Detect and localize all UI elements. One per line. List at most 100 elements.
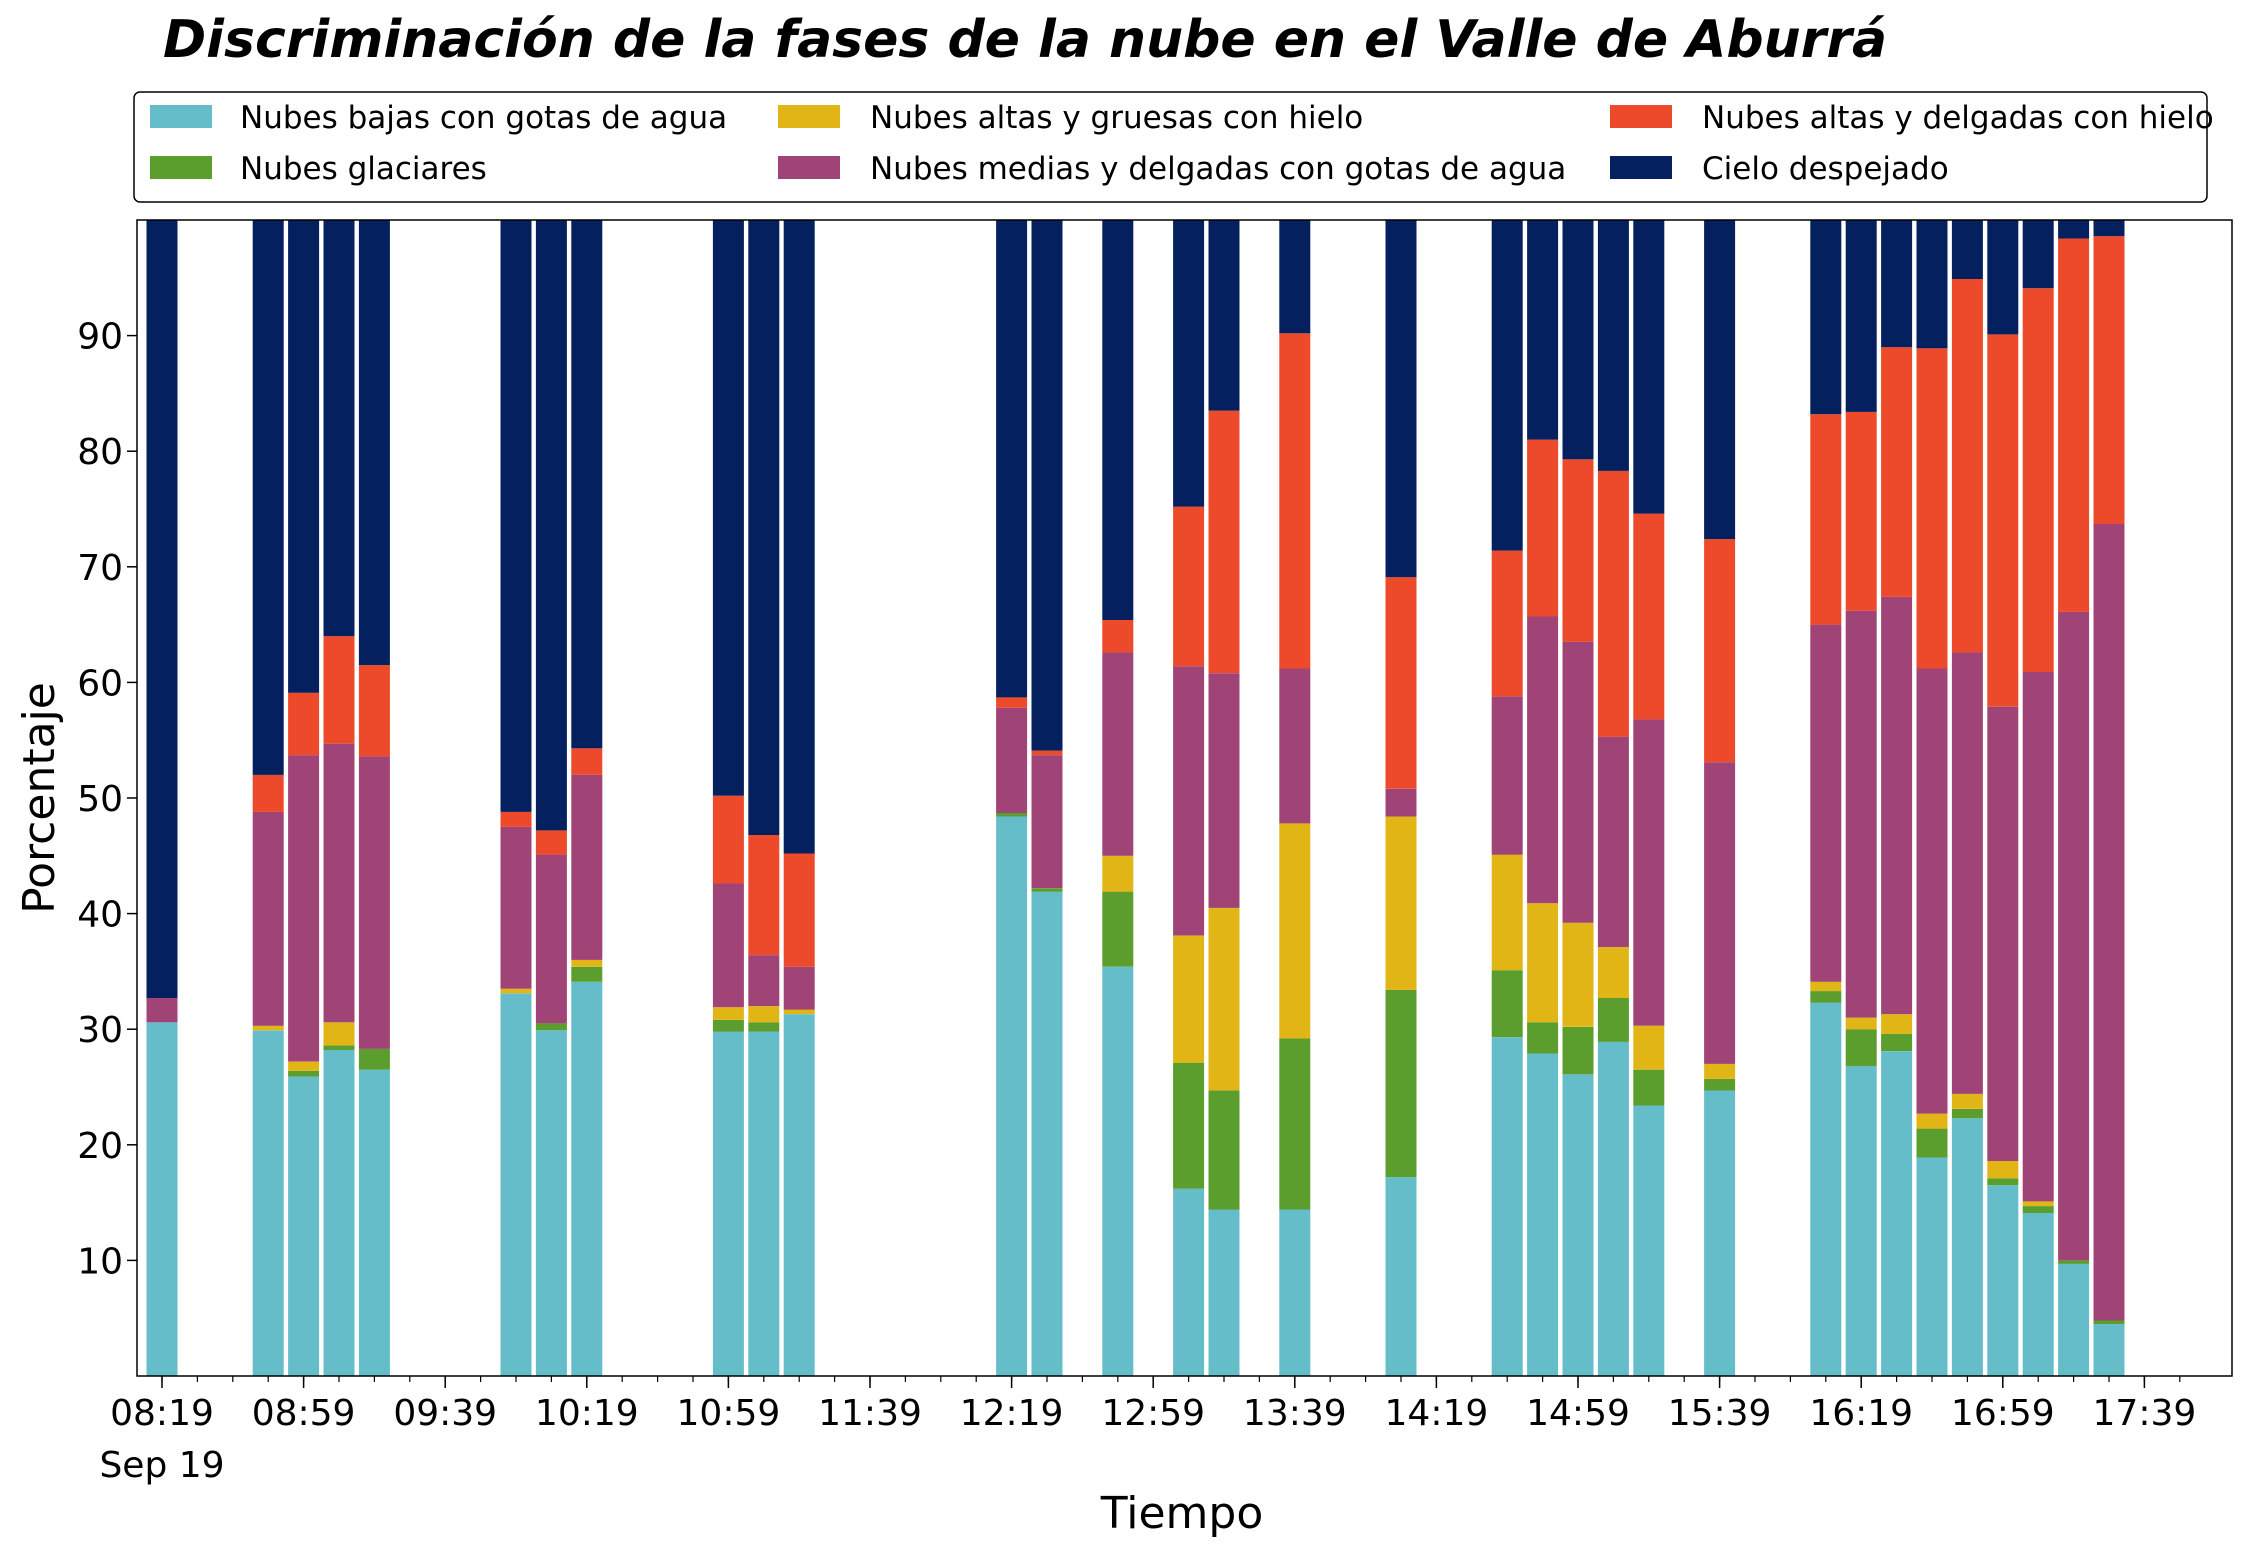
- bar-segment-s2-17: [1385, 816, 1417, 990]
- bar-segment-s3-22: [1633, 719, 1665, 1026]
- bar-segment-s3-25: [1845, 610, 1877, 1018]
- x-axis: 08:19 08:59 09:39 10:19 10:59 11:39 12:19 12:59…: [99, 1376, 2196, 1486]
- legend-swatch-4: [1610, 105, 1672, 128]
- bar-segment-s3-12: [1031, 755, 1063, 889]
- y-tick-label-4: 50: [77, 779, 123, 820]
- x-tick-label-1: 08:59: [252, 1393, 356, 1434]
- bar-segment-s1-14: [1173, 1062, 1205, 1189]
- bar-segment-s1-24: [1810, 991, 1842, 1003]
- bar-segment-s5-11: [996, 220, 1028, 698]
- bar-segment-s5-15: [1208, 220, 1240, 411]
- bar-segment-s3-23: [1704, 762, 1736, 1064]
- bar-segment-s0-18: [1491, 1037, 1523, 1376]
- bar-segment-s5-28: [1951, 220, 1983, 279]
- legend-item-1: Nubes glaciares: [150, 151, 487, 187]
- legend-item-4: Nubes altas y delgadas con hielo: [1610, 100, 2214, 136]
- bar-segment-s3-3: [323, 743, 355, 1023]
- bar-segment-s1-28: [1951, 1109, 1983, 1119]
- bar-segment-s0-24: [1810, 1002, 1842, 1376]
- bar-segment-s5-14: [1173, 220, 1205, 507]
- bar-segment-s1-30: [2022, 1206, 2054, 1213]
- bar-segment-s1-31: [2058, 1260, 2090, 1264]
- bar-segment-s4-12: [1031, 750, 1063, 756]
- bar-segment-s2-28: [1951, 1093, 1983, 1109]
- y-tick-label-6: 70: [77, 548, 123, 589]
- bar-segment-s5-9: [748, 220, 780, 835]
- y-tick-label-2: 30: [77, 1010, 123, 1051]
- bar-segment-s1-20: [1562, 1026, 1594, 1075]
- x-tick-label-2: 09:39: [393, 1393, 497, 1434]
- bar-segment-s5-21: [1597, 220, 1629, 471]
- bar-segment-s2-23: [1704, 1063, 1736, 1079]
- bar-segment-s0-27: [1916, 1157, 1948, 1376]
- legend-swatch-1: [150, 156, 212, 179]
- y-axis-label: Porcentaje: [14, 682, 65, 914]
- bar-segment-s5-20: [1562, 220, 1594, 460]
- y-tick-label-8: 90: [77, 317, 123, 358]
- bar-segment-s2-24: [1810, 981, 1842, 991]
- bar-segment-s3-4: [358, 756, 390, 1049]
- bar-segment-s0-28: [1951, 1118, 1983, 1376]
- bar-segment-s0-1: [252, 1030, 284, 1376]
- bar-segment-s3-21: [1597, 736, 1629, 948]
- x-tick-label-11: 15:39: [1668, 1393, 1772, 1434]
- bar-segment-s1-7: [571, 966, 603, 982]
- legend-item-0: Nubes bajas con gotas de agua: [150, 100, 727, 136]
- bar-segment-s3-26: [1881, 596, 1913, 1015]
- bar-segment-s4-3: [323, 636, 355, 744]
- bar-segment-s2-14: [1173, 935, 1205, 1063]
- y-tick-label-7: 80: [77, 432, 123, 473]
- bar-segment-s3-19: [1527, 616, 1559, 904]
- bar-segment-s5-1: [252, 220, 284, 775]
- bar-segment-s4-26: [1881, 347, 1913, 597]
- bar-segment-s5-4: [358, 220, 390, 666]
- x-axis-label: Tiempo: [1100, 1488, 1264, 1539]
- bar-segment-s0-3: [323, 1050, 355, 1376]
- bar-segment-s4-21: [1597, 470, 1629, 737]
- bar-segment-s5-30: [2022, 220, 2054, 289]
- bar-segment-s0-20: [1562, 1074, 1594, 1376]
- bar-segment-s4-31: [2058, 238, 2090, 612]
- bar-segment-s2-27: [1916, 1113, 1948, 1129]
- bar-segment-s1-13: [1102, 891, 1134, 967]
- bar-segment-s5-24: [1810, 220, 1842, 415]
- bar-segment-s0-8: [712, 1031, 744, 1376]
- bar-segment-s1-17: [1385, 989, 1417, 1178]
- bar-segment-s4-22: [1633, 513, 1665, 720]
- bar-segment-s3-16: [1279, 668, 1311, 824]
- bar-segment-s5-25: [1845, 220, 1877, 412]
- bar-segment-s3-9: [748, 955, 780, 1007]
- bar-segment-s5-18: [1491, 220, 1523, 551]
- bar-segment-s1-18: [1491, 970, 1523, 1038]
- bar-segment-s3-8: [712, 883, 744, 1008]
- legend-label-1: Nubes glaciares: [240, 151, 487, 187]
- x-tick-label-7: 12:59: [1101, 1393, 1205, 1434]
- bar-segment-s3-6: [535, 854, 567, 1024]
- bar-segment-s1-21: [1597, 998, 1629, 1042]
- bar-segment-s1-15: [1208, 1090, 1240, 1210]
- bar-segment-s5-12: [1031, 220, 1063, 751]
- bar-segment-s3-2: [288, 755, 320, 1062]
- bar-segment-s1-3: [323, 1045, 355, 1050]
- bar-segment-s3-18: [1491, 696, 1523, 855]
- bar-segment-s1-29: [1987, 1178, 2019, 1186]
- bar-segment-s4-17: [1385, 577, 1417, 789]
- bar-segment-s0-12: [1031, 891, 1063, 1376]
- bar-segment-s5-8: [712, 220, 744, 796]
- bar-segment-s3-27: [1916, 668, 1948, 1114]
- bar-segment-s0-32: [2093, 1324, 2125, 1376]
- bar-segment-s2-2: [288, 1061, 320, 1071]
- bar-segment-s0-26: [1881, 1051, 1913, 1376]
- bar-segment-s1-25: [1845, 1029, 1877, 1067]
- bar-segment-s0-0: [146, 1022, 178, 1376]
- bar-segment-s3-31: [2058, 611, 2090, 1261]
- bar-segment-s4-7: [571, 748, 603, 775]
- bar-segment-s2-19: [1527, 903, 1559, 1023]
- bars: [146, 220, 2125, 1376]
- legend-label-5: Cielo despejado: [1702, 151, 1949, 187]
- bar-segment-s0-9: [748, 1031, 780, 1376]
- bar-segment-s4-15: [1208, 410, 1240, 674]
- bar-segment-s5-27: [1916, 220, 1948, 349]
- bar-segment-s3-28: [1951, 652, 1983, 1094]
